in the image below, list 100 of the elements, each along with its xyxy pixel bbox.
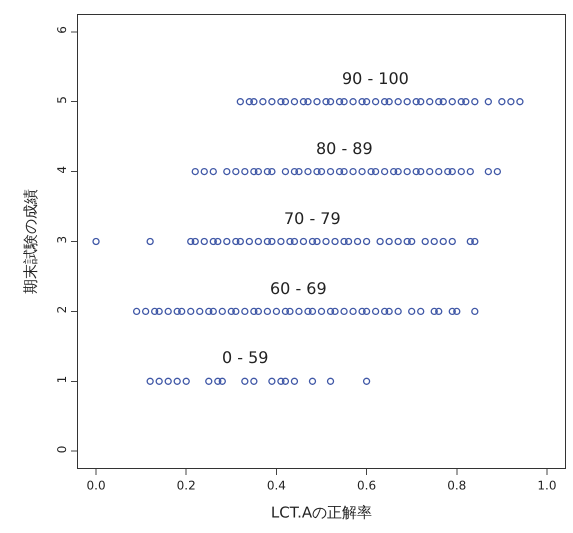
- point: [516, 98, 524, 106]
- point: [318, 168, 326, 176]
- point: [340, 308, 348, 316]
- point: [250, 98, 258, 106]
- point: [385, 238, 393, 246]
- point: [282, 308, 290, 316]
- point: [354, 238, 362, 246]
- x-tick-label: 1.0: [537, 478, 557, 492]
- point: [362, 98, 370, 106]
- point: [372, 308, 380, 316]
- point: [232, 238, 240, 246]
- point: [308, 378, 316, 385]
- point: [435, 168, 442, 176]
- point: [412, 98, 420, 106]
- point: [430, 308, 438, 316]
- point: [380, 98, 388, 106]
- point: [417, 98, 424, 106]
- point: [300, 98, 308, 106]
- point: [435, 308, 442, 316]
- point: [277, 238, 285, 246]
- point: [277, 378, 285, 385]
- point: [394, 308, 402, 316]
- point: [404, 238, 411, 246]
- y-tick-label: 2: [55, 306, 70, 314]
- point: [268, 98, 276, 106]
- point: [192, 168, 199, 176]
- point: [340, 238, 348, 246]
- point: [250, 308, 258, 316]
- point: [331, 308, 339, 316]
- y-tick-label: 6: [55, 26, 70, 34]
- point: [308, 238, 316, 246]
- point: [448, 168, 456, 176]
- point: [282, 378, 290, 385]
- point: [358, 168, 366, 176]
- point: [362, 238, 370, 246]
- point: [385, 98, 393, 106]
- point: [268, 378, 276, 385]
- point: [430, 238, 438, 246]
- point: [358, 308, 366, 316]
- point: [241, 308, 248, 316]
- point: [164, 308, 172, 316]
- point: [205, 308, 212, 316]
- x-tick-label: 0.6: [357, 478, 376, 492]
- x-axis-title: LCT.Aの正解率: [270, 503, 372, 522]
- point: [448, 98, 456, 106]
- point: [422, 238, 429, 246]
- point: [331, 238, 339, 246]
- point: [340, 98, 348, 106]
- point: [344, 238, 352, 246]
- point: [440, 238, 447, 246]
- point: [494, 168, 502, 176]
- point: [326, 378, 334, 385]
- point: [349, 308, 357, 316]
- point: [322, 98, 330, 106]
- annotation: 0 - 59: [222, 348, 268, 367]
- point: [146, 378, 154, 385]
- y-tick-label: 4: [55, 166, 70, 174]
- point: [156, 378, 163, 385]
- point: [349, 98, 357, 106]
- point: [466, 238, 474, 246]
- point: [380, 308, 388, 316]
- point: [268, 238, 276, 246]
- point: [200, 238, 208, 246]
- point: [277, 98, 285, 106]
- point: [372, 168, 380, 176]
- point: [236, 98, 244, 106]
- point: [507, 98, 515, 106]
- point: [408, 238, 416, 246]
- point: [246, 98, 253, 106]
- point: [178, 308, 186, 316]
- point: [282, 168, 290, 176]
- point: [408, 308, 416, 316]
- point: [326, 308, 334, 316]
- point: [151, 308, 158, 316]
- point: [214, 238, 222, 246]
- point: [444, 168, 452, 176]
- point: [440, 98, 447, 106]
- point: [254, 238, 262, 246]
- point: [372, 98, 380, 106]
- point: [218, 308, 226, 316]
- x-tick-label: 0.8: [447, 478, 466, 492]
- point: [417, 308, 424, 316]
- annotation: 80 - 89: [316, 139, 373, 158]
- point: [187, 308, 194, 316]
- point: [295, 308, 303, 316]
- point: [404, 98, 411, 106]
- point: [241, 168, 248, 176]
- point: [326, 168, 334, 176]
- point: [394, 168, 402, 176]
- point: [466, 168, 474, 176]
- point: [435, 98, 442, 106]
- point: [448, 308, 456, 316]
- point: [132, 308, 140, 316]
- point: [426, 98, 434, 106]
- point: [174, 378, 181, 385]
- point: [187, 238, 194, 246]
- point: [362, 308, 370, 316]
- point: [241, 378, 248, 385]
- point: [313, 238, 321, 246]
- point: [322, 238, 330, 246]
